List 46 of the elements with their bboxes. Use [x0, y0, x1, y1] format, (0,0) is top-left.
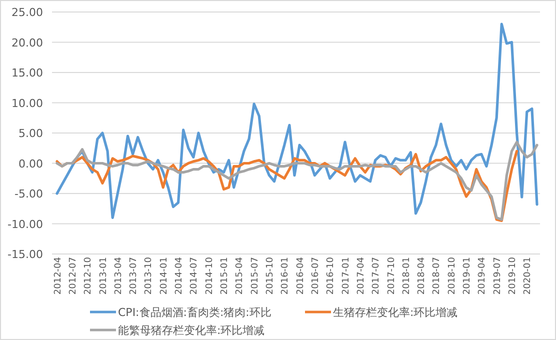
x-tick-label: 2014-04: [174, 256, 185, 295]
x-tick-label: 2018-04: [417, 256, 428, 295]
x-tick-label: 2015-04: [235, 256, 246, 295]
x-tick-label: 2013-07: [129, 257, 140, 295]
x-tick-label: 2012-07: [68, 257, 78, 295]
x-tick-label: 2012-04: [53, 256, 64, 295]
legend-label: 生猪存栏变化率:环比增减: [333, 306, 458, 319]
x-tick-label: 2018-01: [402, 257, 412, 295]
legend-label: CPI:食品烟酒:畜肉类:猪肉:环比: [118, 306, 272, 319]
x-tick-label: 2016-04: [296, 256, 306, 295]
x-tick-label: 2020-01: [523, 257, 534, 295]
x-tick-label: 2019-10: [508, 256, 518, 295]
x-tick-label: 2019-04: [478, 256, 488, 295]
x-tick-label: 2019-07: [492, 257, 503, 295]
x-tick-label: 2015-10: [266, 256, 276, 295]
y-tick-label: -15.00: [8, 248, 43, 261]
x-tick-label: 2017-10: [386, 256, 397, 295]
y-tick-label: 25.00: [12, 6, 43, 19]
x-tick-label: 2017-01: [341, 257, 352, 295]
line-series: [56, 140, 538, 221]
x-tick-label: 2013-01: [98, 257, 109, 295]
x-tick-label: 2013-04: [114, 256, 124, 295]
y-tick-label: 20.00: [12, 36, 43, 50]
x-tick-label: 2012-10: [84, 256, 94, 295]
x-tick-label: 2017-07: [372, 257, 382, 295]
y-tick-label: -5.00: [14, 188, 43, 200]
x-tick-label: 2015-01: [220, 257, 230, 295]
x-tick-label: 2018-10: [447, 256, 458, 295]
x-tick-label: 2016-10: [326, 256, 336, 295]
x-tick-label: 2013-10: [144, 256, 154, 295]
x-tick-label: 2016-01: [280, 257, 291, 295]
x-tick-label: 2014-10: [204, 256, 215, 295]
x-tick-label: 2014-01: [159, 257, 170, 295]
y-tick-label: 0.00: [18, 157, 43, 170]
y-tick-label: 15.00: [12, 66, 43, 80]
x-tick-label: 2019-01: [462, 257, 473, 295]
y-tick-label: -10.00: [8, 218, 43, 231]
x-tick-label: 2015-07: [250, 257, 260, 295]
x-tick-label: 2016-07: [310, 257, 321, 295]
y-tick-label: 10.00: [12, 96, 43, 110]
line-series: [56, 22, 538, 219]
x-tick-label: 2018-07: [432, 257, 442, 295]
x-tick-label: 2017-04: [356, 256, 366, 295]
legend-label: 能繁母猪存栏变化率:环比增减: [118, 324, 265, 337]
y-tick-label: 5.00: [18, 127, 43, 140]
x-tick-label: 2014-07: [190, 257, 200, 295]
